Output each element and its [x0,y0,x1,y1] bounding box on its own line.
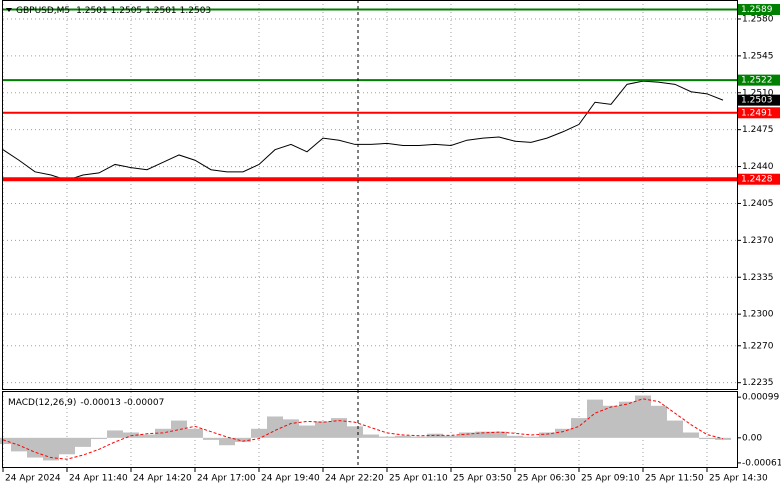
macd-bar [603,405,619,438]
y-tick-label: 1.2300 [742,310,774,320]
open: 1.2501 [76,6,108,16]
x-tick-label: 24 Apr 11:40 [69,474,128,484]
macd-main: -0.00013 [80,398,120,408]
macd-bar [251,428,267,438]
macd-bar [395,435,411,438]
macd-bar [635,395,651,438]
high: 1.2505 [111,6,143,16]
x-tick-label: 24 Apr 17:00 [197,474,256,484]
macd-bar [267,416,283,438]
close: 1.2503 [180,6,212,16]
macd-bar [107,430,123,438]
axis-labels: 1.2580 1.2545 1.2510 1.2475 1.2440 1.2405 1.23… [2,3,781,484]
macd-bar [699,437,715,440]
macd-bar [75,437,91,447]
x-tick-label: 25 Apr 11:50 [645,474,704,484]
chart-header: GBPUSD,M5 1.2501 1.2505 1.2501 1.2503 [16,6,211,16]
marks [0,8,737,461]
x-tick-label: 25 Apr 06:30 [517,474,576,484]
macd-bar [587,399,603,438]
macd-bar [507,435,523,438]
level-label: 1.2589 [741,5,773,15]
y-tick-label: 1.2235 [742,378,774,388]
y-tick-label: 0.00099 [742,393,779,403]
y-tick-label: 1.2545 [742,51,774,61]
macd-bar [27,437,43,458]
macd-signal-value: -0.00007 [124,398,164,408]
macd-bar [219,437,235,446]
macd-bar [411,436,427,438]
macd-bar [539,432,555,438]
macd-bar [171,420,187,438]
macd-bar [443,435,459,438]
macd-bar [491,431,507,438]
x-tick-label: 24 Apr 22:20 [325,474,384,484]
macd-bar [459,432,475,438]
macd-bar [123,432,139,438]
menu-arrow [6,8,12,12]
macd-bar [555,428,571,438]
macd-bar [203,437,219,440]
macd-bar [235,437,251,442]
macd-bar [651,405,667,438]
macd-bar [475,431,491,438]
macd-bar [139,434,155,438]
macd-bar [379,436,395,438]
macd-bar [715,437,731,440]
macd-bar [683,432,699,438]
y-tick-label: 1.2335 [742,273,774,283]
low: 1.2501 [145,6,177,16]
level-label-box [738,3,780,15]
last-price-box [738,94,780,106]
macd-bar [315,421,331,438]
macd-bar [59,437,75,455]
level-label: 1.2491 [741,108,773,118]
y-tick-label: 1.2405 [742,199,774,209]
macd-bar [91,437,107,440]
macd-bar [427,433,443,438]
macd-bar [187,428,203,438]
macd-header: MACD(12,26,9) -0.00013 -0.00007 [8,398,164,408]
macd-title: MACD(12,26,9) [8,398,76,408]
y-tick-label: 1.2475 [742,125,774,135]
signal-line [2,398,724,460]
macd-bar [43,437,59,461]
macd-bar [11,437,27,452]
level-label: 1.2428 [741,175,773,185]
x-tick-label: 25 Apr 01:10 [389,474,448,484]
level-label-box [738,74,780,86]
level-label-box [738,173,780,185]
x-tick-label: 25 Apr 14:30 [709,474,768,484]
y-tick-label: -0.00061 [742,458,781,468]
x-tick-label: 25 Apr 09:10 [581,474,640,484]
macd-bar [363,434,379,438]
macd-bar [283,419,299,438]
price-frame [2,0,738,390]
symbol: GBPUSD,M5 [16,6,70,16]
x-tick-label: 25 Apr 03:50 [453,474,512,484]
macd-bar [667,420,683,438]
y-tick-label: 1.2440 [742,162,774,172]
y-tick-label: 1.2510 [742,88,774,98]
y-tick-label: 1.2370 [742,236,774,246]
x-tick-label: 24 Apr 19:40 [261,474,320,484]
y-tick-label: 1.2580 [742,14,774,24]
macd-frame [2,391,738,468]
macd-bar [571,418,587,438]
x-tick-label: 24 Apr 14:20 [133,474,192,484]
macd-bar [347,426,363,438]
macd-bar [299,425,315,438]
level-label-box [738,107,780,119]
y-tick-label: 0.00 [742,433,762,443]
last-price-label: 1.2503 [741,96,773,106]
macd-bar [523,436,539,438]
level-label: 1.2522 [741,76,773,86]
macd-bar [331,418,347,438]
y-tick-label: 1.2270 [742,341,774,351]
macd-bar [619,401,635,438]
price-line [2,80,724,181]
x-tick-label: 24 Apr 2024 [5,474,61,484]
